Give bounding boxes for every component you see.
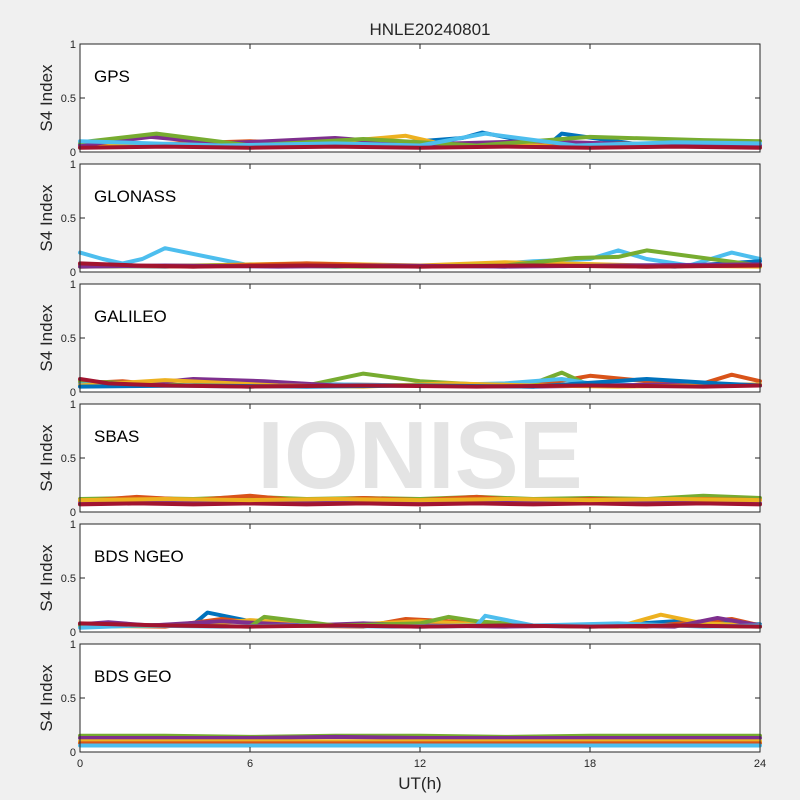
series-line [78, 377, 762, 389]
y-tick-label: 0 [70, 507, 76, 519]
y-axis-label: S4 Index [37, 184, 56, 252]
y-tick-label: 1 [70, 279, 76, 291]
watermark-text: IONISE [257, 402, 582, 509]
panel-glonass: 0 0.5 1 GLONASS S4 Index [37, 159, 762, 279]
series-line [78, 131, 762, 148]
plot-area [80, 404, 760, 512]
panel-gps: 0 0.5 1 GPS S4 Index [37, 39, 762, 159]
figure-title: HNLE20240801 [370, 20, 491, 39]
y-axis-label: S4 Index [37, 64, 56, 132]
series-line [78, 131, 762, 148]
panel-label: BDS GEO [94, 667, 171, 686]
series-line [78, 261, 762, 269]
y-tick-label: 0.5 [61, 573, 76, 585]
panel-label: GPS [94, 67, 130, 86]
panel-bds-ngeo: 0 0.5 1 BDS NGEO S4 Index [37, 519, 762, 639]
x-axis-label: UT(h) [398, 774, 441, 793]
y-tick-label: 1 [70, 639, 76, 651]
y-tick-label: 0 [70, 267, 76, 279]
plot-area [80, 44, 760, 152]
series-line [78, 501, 762, 507]
y-axis-label: S4 Index [37, 664, 56, 732]
panel-sbas: 0 0.5 1 SBAS S4 Index [37, 399, 762, 519]
y-tick-label: 0 [70, 627, 76, 639]
plot-area [80, 164, 760, 272]
x-tick-label: 0 [77, 758, 83, 770]
x-tick-label: 24 [754, 758, 766, 770]
y-axis-label: S4 Index [37, 304, 56, 372]
x-tick-label: 6 [247, 758, 253, 770]
plot-area [80, 284, 760, 392]
y-tick-label: 0.5 [61, 693, 76, 705]
x-tick-label: 12 [414, 758, 426, 770]
y-tick-label: 0.5 [61, 213, 76, 225]
panel-label: SBAS [94, 427, 139, 446]
panel-label: GALILEO [94, 307, 167, 326]
y-axis-label: S4 Index [37, 424, 56, 492]
y-tick-label: 1 [70, 159, 76, 171]
series-line [78, 734, 762, 740]
series-line [78, 621, 762, 629]
y-tick-label: 0 [70, 387, 76, 399]
panel-bds-geo: 0 0.5 1 BDS GEO S4 Index [37, 639, 762, 759]
y-tick-label: 0.5 [61, 333, 76, 345]
panels-group: 0 0.5 1 GPS S4 Index 0 0.5 1 GLONASS S4 Index 0 0.5… [37, 39, 766, 770]
plot-area [80, 524, 760, 632]
y-tick-label: 1 [70, 399, 76, 411]
y-tick-label: 0.5 [61, 453, 76, 465]
panel-galileo: 0 0.5 1 GALILEO S4 Index [37, 279, 762, 399]
panel-label: BDS NGEO [94, 547, 184, 566]
y-tick-label: 1 [70, 39, 76, 51]
y-tick-label: 0.5 [61, 93, 76, 105]
series-line [78, 497, 762, 503]
y-tick-label: 1 [70, 519, 76, 531]
y-tick-label: 0 [70, 147, 76, 159]
y-tick-label: 0 [70, 747, 76, 759]
x-tick-label: 18 [584, 758, 596, 770]
y-axis-label: S4 Index [37, 544, 56, 612]
panel-label: GLONASS [94, 187, 176, 206]
